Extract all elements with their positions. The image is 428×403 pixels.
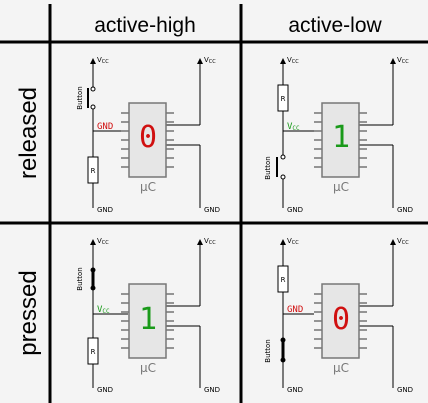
pin-value: 0 bbox=[332, 302, 350, 337]
uc-label: µC bbox=[140, 180, 156, 194]
vcc-label: VCC bbox=[287, 56, 299, 65]
vcc-label: VCC bbox=[204, 237, 216, 246]
vcc-label: VCC bbox=[97, 237, 109, 246]
gnd-label: GND bbox=[204, 206, 220, 214]
gnd-label: GND bbox=[287, 386, 303, 394]
microcontroller-chip: 0 µC bbox=[121, 102, 174, 194]
microcontroller-chip: 1 µC bbox=[121, 283, 174, 375]
grid-lines bbox=[0, 4, 428, 403]
gnd-label: GND bbox=[397, 206, 413, 214]
gnd-label: GND bbox=[204, 386, 220, 394]
microcontroller-chip: 0 µC bbox=[314, 283, 367, 375]
vcc-label: VCC bbox=[397, 56, 409, 65]
pin-signal-label: VCC bbox=[287, 122, 300, 132]
pin-value: 1 bbox=[332, 120, 350, 155]
resistor-label: R bbox=[91, 348, 96, 356]
resistor-label: R bbox=[91, 167, 96, 175]
button-label: Button bbox=[264, 339, 272, 362]
row-label-released: released bbox=[15, 87, 42, 179]
gnd-label: GND bbox=[397, 386, 413, 394]
pin-signal-label: GND bbox=[97, 122, 113, 132]
cell-released-active-high: 0 µC VCC VCC Button R GND GND GND bbox=[76, 56, 220, 214]
pin-signal-label: VCC bbox=[97, 305, 110, 315]
gnd-label: GND bbox=[287, 206, 303, 214]
vcc-label: VCC bbox=[97, 56, 109, 65]
uc-label: µC bbox=[333, 361, 349, 375]
vcc-label: VCC bbox=[204, 56, 216, 65]
vcc-label: VCC bbox=[287, 237, 299, 246]
microcontroller-chip: 1 µC bbox=[314, 102, 367, 194]
cell-pressed-active-high: 1 µC VCC VCC Button R VCC GND GND bbox=[76, 237, 220, 394]
resistor-label: R bbox=[281, 276, 286, 284]
cell-released-active-low: 1 µC VCC VCC R Button VCC GND GND bbox=[264, 56, 413, 214]
button-label: Button bbox=[76, 86, 84, 109]
button-label: Button bbox=[76, 267, 84, 290]
pin-value: 0 bbox=[139, 120, 157, 155]
pin-signal-label: GND bbox=[287, 305, 303, 315]
gnd-label: GND bbox=[97, 386, 113, 394]
button-label: Button bbox=[264, 156, 272, 179]
resistor-label: R bbox=[281, 95, 286, 103]
pin-value: 1 bbox=[139, 302, 157, 337]
uc-label: µC bbox=[140, 361, 156, 375]
vcc-label: VCC bbox=[397, 237, 409, 246]
gnd-label: GND bbox=[97, 206, 113, 214]
cell-pressed-active-low: 0 µC VCC VCC R Button GND GND GND bbox=[264, 237, 413, 394]
header-active-high: active-high bbox=[94, 14, 196, 37]
row-label-pressed: pressed bbox=[15, 270, 42, 355]
header-active-low: active-low bbox=[288, 14, 382, 37]
uc-label: µC bbox=[333, 180, 349, 194]
